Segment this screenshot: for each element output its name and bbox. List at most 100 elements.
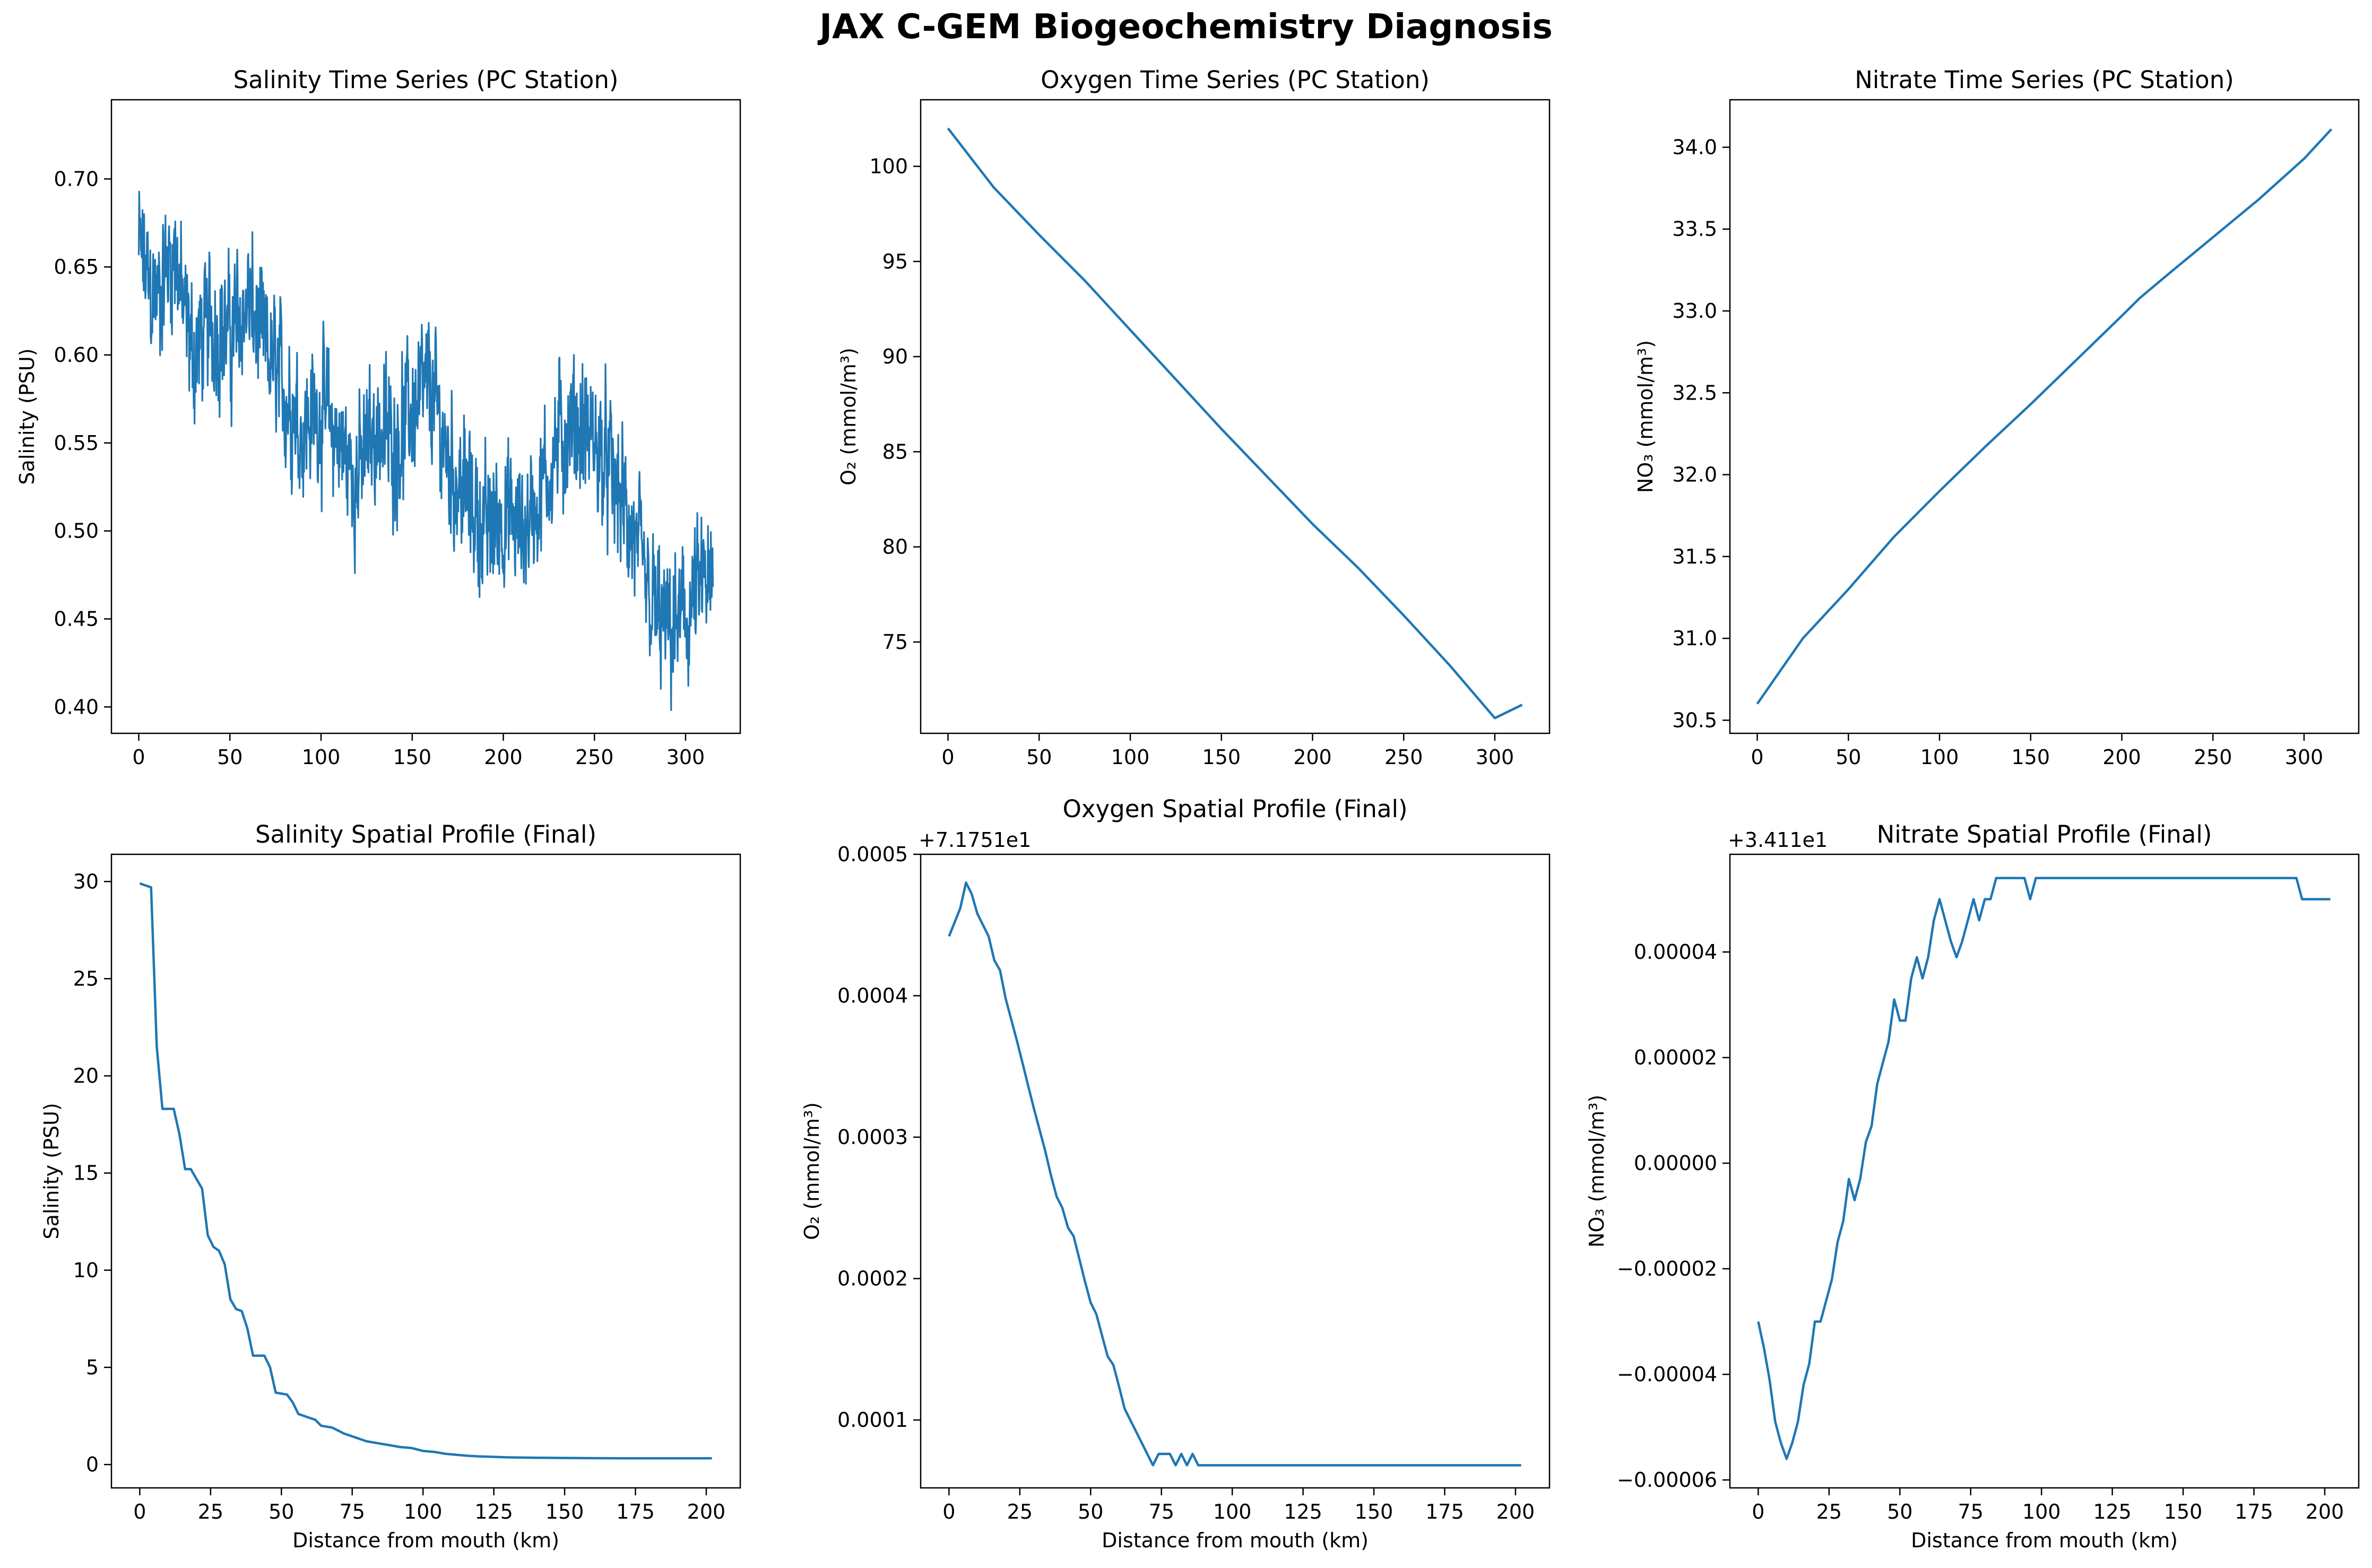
x-tick-label: 25 [198, 1500, 223, 1523]
y-axis-label: O₂ (mmol/m³) [837, 348, 860, 486]
x-axis-label: Distance from mouth (km) [1911, 1529, 2178, 1552]
x-tick-label: 250 [1384, 746, 1423, 769]
axis-offset-text: +7.1751e1 [919, 828, 1031, 852]
axis-offset-text: +3.411e1 [1728, 828, 1828, 852]
subplot-6: 0 25 50 75 100 125 150 175 200 −0.00006 −0.00004 −0… [1585, 820, 2360, 1552]
series-line-1 [948, 881, 1521, 1467]
y-tick-label: 33.0 [1672, 299, 1717, 323]
y-axis-label: Salinity (PSU) [15, 348, 39, 484]
x-tick-label: 100 [404, 1500, 443, 1523]
x-tick-label: 150 [1355, 1500, 1393, 1523]
x-tick-label: 0 [1752, 1500, 1764, 1523]
x-tick-label: 200 [2102, 746, 2141, 769]
y-tick-label: −0.00006 [1617, 1468, 1717, 1492]
x-tick-label: 300 [1476, 746, 1514, 769]
axes-frame [920, 99, 1551, 734]
x-tick-label: 250 [575, 746, 614, 769]
y-tick-label: 0.0002 [837, 1267, 908, 1290]
y-tick-label: 30 [73, 870, 99, 893]
x-tick-label: 300 [2285, 746, 2324, 769]
subplot-4: 0 25 50 75 100 125 150 175 200 0 5 10 15 20 25 30 Salini… [40, 820, 741, 1552]
y-tick-label: 0.65 [54, 255, 99, 279]
y-tick-label: 30.5 [1672, 708, 1717, 732]
x-tick-label: 50 [1887, 1500, 1912, 1523]
y-tick-label: 0.00004 [1634, 940, 1717, 964]
y-tick-label: −0.00002 [1617, 1257, 1717, 1280]
axes-frame [110, 853, 741, 1489]
y-tick-label: 32.0 [1672, 463, 1717, 487]
y-tick-label: 0.00000 [1634, 1151, 1717, 1175]
y-tick-label: 100 [869, 154, 908, 178]
x-tick-label: 75 [340, 1500, 365, 1523]
y-axis-label: O₂ (mmol/m³) [800, 1102, 824, 1240]
y-tick-label: 85 [882, 440, 908, 463]
y-tick-label: 0 [86, 1453, 99, 1476]
y-tick-label: 0.40 [54, 695, 99, 718]
y-tick-label: −0.00004 [1617, 1363, 1717, 1386]
x-tick-label: 250 [2194, 746, 2232, 769]
y-tick-label: 0.45 [54, 607, 99, 630]
x-tick-label: 100 [1920, 746, 1959, 769]
x-tick-label: 200 [1496, 1500, 1535, 1523]
axes-frame [920, 853, 1551, 1489]
x-tick-label: 200 [1293, 746, 1332, 769]
subplot-title: Nitrate Spatial Profile (Final) [1877, 820, 2212, 848]
y-tick-label: 5 [86, 1356, 99, 1379]
y-tick-label: 0.60 [54, 343, 99, 367]
subplot-title: Oxygen Time Series (PC Station) [1041, 66, 1430, 94]
subplot-3: 0 50 100 150 200 250 300 30.5 31.0 31.5 32.0 32.5 33… [1634, 66, 2360, 769]
y-tick-label: 75 [882, 630, 908, 654]
x-tick-label: 125 [1284, 1500, 1322, 1523]
x-tick-label: 50 [1026, 746, 1052, 769]
x-tick-label: 100 [302, 746, 341, 769]
x-tick-label: 175 [2235, 1500, 2273, 1523]
y-tick-label: 80 [882, 535, 908, 559]
x-tick-label: 50 [269, 1500, 294, 1523]
x-tick-label: 50 [1078, 1500, 1103, 1523]
y-tick-label: 0.50 [54, 519, 99, 543]
x-tick-label: 0 [132, 746, 145, 769]
subplot-title: Salinity Time Series (PC Station) [233, 66, 619, 94]
subplot-2: 0 50 100 150 200 250 300 75 80 85 90 95 100 Oxygen Ti… [837, 66, 1551, 769]
x-tick-label: 125 [474, 1500, 513, 1523]
x-tick-label: 150 [393, 746, 431, 769]
x-tick-label: 75 [1958, 1500, 1984, 1523]
subplot-title: Nitrate Time Series (PC Station) [1855, 66, 2234, 94]
y-tick-label: 0.70 [54, 167, 99, 190]
y-tick-label: 90 [882, 345, 908, 368]
subplot-title: Salinity Spatial Profile (Final) [255, 820, 596, 848]
x-tick-label: 150 [2011, 746, 2050, 769]
x-tick-label: 200 [484, 746, 523, 769]
y-tick-label: 0.0005 [837, 843, 908, 866]
y-tick-label: 0.0004 [837, 984, 908, 1008]
y-axis-label: NO₃ (mmol/m³) [1634, 340, 1657, 493]
y-tick-label: 32.5 [1672, 381, 1717, 404]
y-tick-label: 0.0003 [837, 1125, 908, 1149]
x-tick-label: 50 [1836, 746, 1861, 769]
x-tick-label: 200 [2306, 1500, 2344, 1523]
y-axis-label: NO₃ (mmol/m³) [1585, 1095, 1608, 1248]
x-tick-label: 25 [1007, 1500, 1033, 1523]
y-tick-label: 95 [882, 250, 908, 273]
axes-frame [1729, 99, 2360, 734]
y-tick-label: 25 [73, 967, 99, 990]
x-tick-label: 100 [1111, 746, 1150, 769]
series-line-1 [139, 882, 712, 1460]
y-tick-label: 33.5 [1672, 218, 1717, 241]
figure-title: JAX C-GEM Biogeochemistry Diagnosis [819, 7, 1553, 47]
x-tick-label: 75 [1149, 1500, 1174, 1523]
x-tick-label: 150 [1202, 746, 1241, 769]
y-tick-label: 0.55 [54, 431, 99, 455]
y-tick-label: 31.0 [1672, 627, 1717, 650]
x-tick-label: 200 [687, 1500, 726, 1523]
x-tick-label: 0 [942, 1500, 955, 1523]
x-tick-label: 150 [546, 1500, 584, 1523]
series-line-1 [1757, 877, 2331, 1460]
y-tick-label: 31.5 [1672, 545, 1717, 568]
subplot-5: 0 25 50 75 100 125 150 175 200 0.0001 0.0002 0.0003… [800, 795, 1551, 1552]
series-line-1 [137, 190, 714, 711]
axes-frame [1729, 853, 2360, 1489]
x-axis-label: Distance from mouth (km) [292, 1529, 559, 1552]
y-tick-label: 15 [73, 1162, 99, 1185]
